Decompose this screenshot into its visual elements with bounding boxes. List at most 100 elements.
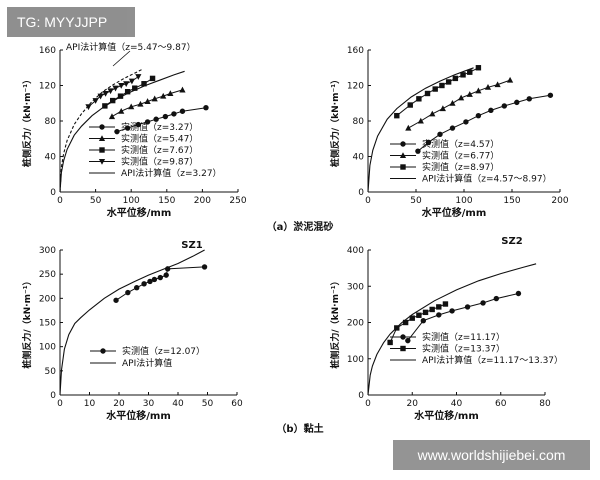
data-point bbox=[117, 93, 124, 99]
x-tick-label: 100 bbox=[455, 196, 472, 206]
x-tick-label: 250 bbox=[229, 196, 246, 206]
data-point bbox=[203, 104, 209, 111]
panel-title: SZ1 bbox=[181, 240, 202, 251]
x-tick-label: 150 bbox=[158, 196, 175, 206]
legend-entry: 实测值（z=6.77） bbox=[422, 150, 499, 162]
series-2 bbox=[394, 65, 482, 119]
y-tick-label: 120 bbox=[347, 82, 364, 92]
x-tick-label: 40 bbox=[451, 399, 463, 409]
data-point bbox=[179, 108, 186, 114]
series-line bbox=[367, 263, 537, 396]
data-point bbox=[416, 312, 422, 318]
panel-title: SZ2 bbox=[501, 236, 522, 247]
data-point bbox=[113, 297, 119, 303]
data-point bbox=[460, 72, 466, 78]
x-tick-label: 40 bbox=[172, 399, 184, 409]
series-4 bbox=[59, 70, 185, 193]
y-axis-label: 桩侧反力/（kN·m⁻¹） bbox=[21, 75, 33, 167]
data-point bbox=[422, 309, 429, 316]
legend-entry: 实测值（z=12.07） bbox=[122, 345, 205, 357]
data-point bbox=[149, 75, 156, 82]
x-tick-label: 50 bbox=[410, 196, 422, 206]
data-point bbox=[402, 319, 409, 326]
data-point bbox=[424, 90, 431, 97]
legend-entry: API法计算值（z=11.17～13.37） bbox=[422, 354, 563, 366]
data-point bbox=[85, 104, 92, 111]
data-point bbox=[123, 81, 130, 88]
y-tick-label: 80 bbox=[353, 117, 365, 127]
y-tick-label: 160 bbox=[347, 46, 364, 56]
x-tick-label: 10 bbox=[84, 399, 96, 409]
data-point bbox=[449, 125, 456, 131]
x-tick-label: 20 bbox=[113, 399, 125, 409]
data-point bbox=[466, 91, 473, 97]
x-tick-label: 50 bbox=[202, 399, 214, 409]
x-tick-label: 0 bbox=[57, 399, 63, 409]
data-point bbox=[128, 78, 136, 85]
series-0 bbox=[405, 290, 522, 344]
y-tick-label: 300 bbox=[347, 282, 364, 292]
legend-marker bbox=[400, 164, 406, 170]
data-point bbox=[151, 95, 158, 102]
data-point bbox=[141, 281, 147, 287]
legend: 实测值（z=3.27）实测值（z=5.47）实测值（z=7.67）实测值（z=9… bbox=[89, 121, 222, 179]
data-point bbox=[458, 94, 465, 101]
x-tick-label: 150 bbox=[503, 196, 520, 206]
data-point bbox=[135, 121, 142, 128]
chart-b-left: 0 10 20 30 40 50 60 0 50 100 150 200 250 300 水平位移/mm 桩侧… bbox=[21, 240, 243, 422]
y-tick-label: 300 bbox=[39, 246, 56, 256]
data-point bbox=[547, 92, 554, 98]
data-point bbox=[118, 83, 125, 89]
data-point bbox=[141, 81, 147, 87]
legend-marker bbox=[99, 124, 105, 130]
data-point bbox=[387, 339, 393, 346]
callout-label: API法计算值（z=5.47～9.87） bbox=[66, 41, 196, 53]
legend-marker bbox=[399, 152, 407, 158]
data-point bbox=[494, 81, 501, 88]
data-point bbox=[157, 274, 163, 281]
y-tick-label: 100 bbox=[39, 343, 56, 353]
legend-marker bbox=[400, 141, 406, 147]
legend-marker bbox=[100, 348, 106, 354]
legend: 实测值（z=4.57）实测值（z=6.77）实测值（z=8.97）API法计算值… bbox=[390, 138, 552, 185]
legend-marker bbox=[400, 334, 406, 340]
data-point bbox=[114, 128, 120, 135]
series-1 bbox=[59, 249, 205, 396]
data-point bbox=[124, 89, 131, 95]
data-point bbox=[125, 289, 131, 296]
legend-entry: 实测值（z=13.37） bbox=[422, 343, 505, 355]
watermark: www.worldshijiebei.com bbox=[393, 440, 590, 470]
data-point bbox=[134, 285, 140, 291]
data-point bbox=[439, 82, 445, 89]
legend-entry: 实测值（z=5.47） bbox=[121, 133, 198, 145]
series-line bbox=[59, 69, 143, 193]
data-point bbox=[449, 99, 456, 106]
legend-entry: API法计算值（z=4.57～8.97） bbox=[422, 173, 552, 185]
data-point bbox=[415, 148, 421, 154]
legend-marker bbox=[400, 345, 406, 352]
legend-entry: 实测值（z=9.87） bbox=[121, 156, 198, 168]
data-point bbox=[171, 111, 177, 117]
data-point bbox=[151, 276, 158, 283]
x-tick-label: 30 bbox=[143, 399, 155, 409]
data-point bbox=[153, 116, 159, 122]
x-tick-label: 50 bbox=[90, 196, 102, 206]
y-tick-label: 50 bbox=[45, 367, 57, 377]
chart-a-left: 0 50 100 150 200 250 0 40 80 120 160 水平位移/mm 桩侧反力/（k… bbox=[21, 41, 247, 219]
series-1 bbox=[108, 86, 186, 120]
data-point bbox=[137, 100, 144, 107]
y-tick-label: 0 bbox=[358, 188, 364, 198]
y-tick-label: 0 bbox=[50, 188, 56, 198]
data-point bbox=[132, 85, 138, 91]
data-point bbox=[526, 96, 532, 102]
data-point bbox=[439, 105, 446, 112]
series-0 bbox=[415, 92, 554, 154]
series-0 bbox=[113, 264, 208, 303]
data-point bbox=[501, 103, 508, 109]
data-point bbox=[425, 139, 432, 145]
data-point bbox=[442, 301, 449, 307]
x-axis-label: 水平位移/mm bbox=[105, 409, 171, 422]
data-point bbox=[484, 83, 492, 90]
data-point bbox=[409, 315, 415, 321]
series-line bbox=[59, 70, 185, 193]
